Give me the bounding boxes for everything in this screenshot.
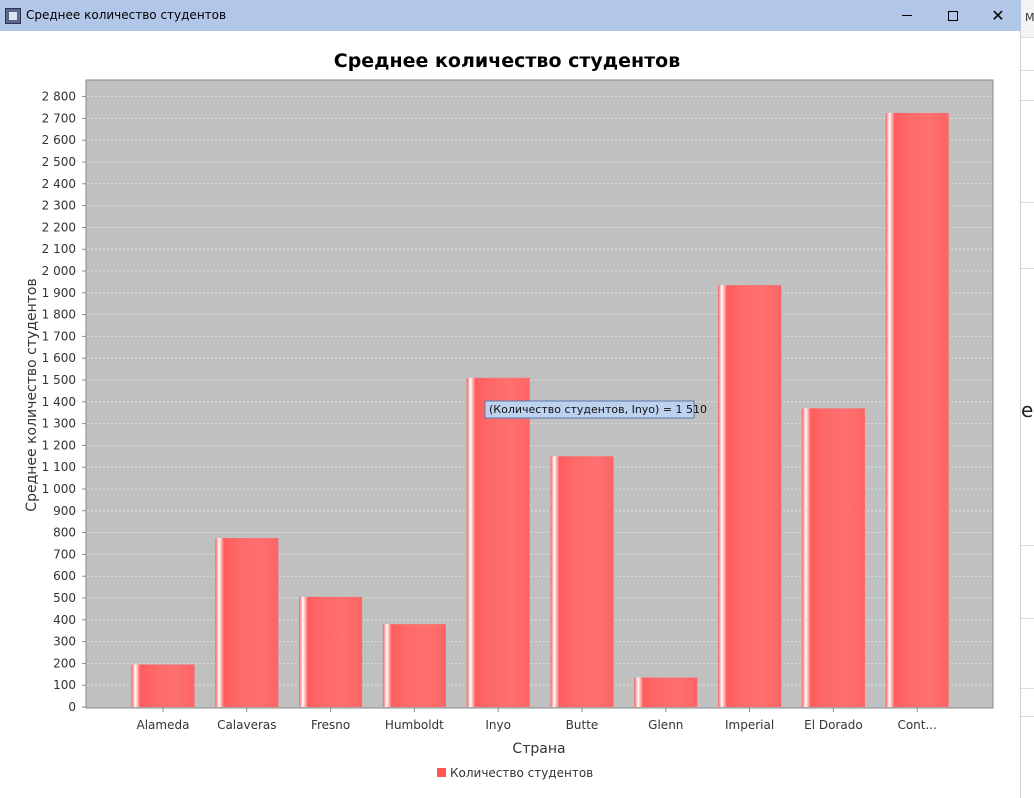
x-tick-label: Cont... (897, 718, 936, 732)
divider (1021, 716, 1034, 717)
x-axis: Alameda Calaveras Fresno Humboldt Inyo Butte G… (137, 708, 937, 732)
x-tick-label: Butte (566, 718, 599, 732)
y-tick-label: 1 500 (42, 373, 76, 387)
y-tick-label: 2 100 (42, 242, 76, 256)
bar-fresno[interactable] (299, 596, 363, 707)
bar-imperial[interactable] (718, 285, 782, 707)
y-tick-label: 800 (53, 526, 76, 540)
divider (1021, 202, 1034, 203)
bar-butte[interactable] (550, 456, 614, 707)
x-tick-label: Calaveras (217, 718, 276, 732)
y-tick-label: 200 (53, 656, 76, 670)
y-tick-label: 2 400 (42, 177, 76, 191)
x-tick-label: Humboldt (385, 718, 444, 732)
y-tick-label: 2 800 (42, 90, 76, 104)
bar-humboldt[interactable] (382, 624, 446, 707)
x-tick-label: Imperial (725, 718, 774, 732)
bar-chart: Среднее количество студентов 0 100 200 300 4… (24, 50, 994, 780)
legend-label: Количество студентов (450, 766, 593, 780)
y-tick-label: 1 200 (42, 438, 76, 452)
y-tick-label: 400 (53, 613, 76, 627)
divider (1021, 545, 1034, 546)
bar-inyo[interactable] (466, 377, 530, 707)
divider (1021, 618, 1034, 619)
divider (1021, 688, 1034, 689)
y-tick-label: 600 (53, 569, 76, 583)
bar-cont[interactable] (885, 112, 949, 707)
background-window-text: e (1021, 398, 1034, 422)
close-icon: ✕ (991, 5, 1005, 25)
y-tick-label: 2 700 (42, 111, 76, 125)
x-tick-label: Fresno (311, 718, 350, 732)
tooltip-text: (Количество студентов, Inyo) = 1 510 (489, 403, 707, 416)
y-tick-label: 2 300 (42, 199, 76, 213)
legend-swatch (437, 768, 446, 777)
y-tick-label: 1 900 (42, 286, 76, 300)
x-tick-label: El Dorado (804, 718, 863, 732)
y-tick-label: 1 100 (42, 460, 76, 474)
y-tick-label: 2 200 (42, 220, 76, 234)
y-tick-label: 900 (53, 504, 76, 518)
background-window-edge: M e (1021, 0, 1034, 798)
y-tick-label: 0 (68, 700, 76, 714)
minimize-icon (902, 15, 912, 16)
grid-lines (87, 96, 992, 686)
minimize-button[interactable] (884, 0, 930, 31)
legend: Количество студентов (437, 766, 593, 780)
y-tick-label: 2 600 (42, 133, 76, 147)
y-tick-label: 100 (53, 678, 76, 692)
divider (1021, 70, 1034, 71)
bar-glenn[interactable] (634, 677, 698, 707)
y-tick-label: 1 000 (42, 482, 76, 496)
y-tick-label: 1 700 (42, 329, 76, 343)
y-tick-label: 500 (53, 591, 76, 605)
bar-calaveras[interactable] (215, 538, 279, 707)
divider (1021, 268, 1034, 269)
y-axis: 0 100 200 300 400 500 600 700 800 900 1 000 1 100 1 … (42, 90, 86, 714)
tooltip: (Количество студентов, Inyo) = 1 510 (484, 400, 707, 419)
x-tick-label: Glenn (648, 718, 683, 732)
x-axis-title: Страна (512, 741, 565, 757)
window-title: Среднее количество студентов (26, 8, 227, 22)
tooltip-box (484, 400, 695, 419)
x-tick-label: Alameda (137, 718, 190, 732)
bar-alameda[interactable] (131, 664, 195, 707)
background-window-tab: M (1021, 0, 1034, 38)
maximize-button[interactable] (930, 0, 976, 31)
java-app-icon (5, 8, 21, 24)
y-tick-label: 1 800 (42, 308, 76, 322)
bars (131, 112, 949, 707)
y-tick-label: 700 (53, 547, 76, 561)
title-bar[interactable]: Среднее количество студентов ✕ (0, 0, 1021, 31)
bar-el-dorado[interactable] (801, 408, 865, 707)
y-tick-label: 2 000 (42, 264, 76, 278)
chart-title: Среднее количество студентов (334, 50, 680, 72)
close-button[interactable]: ✕ (975, 0, 1021, 31)
maximize-icon (948, 10, 958, 21)
y-axis-title: Среднее количество студентов (24, 278, 40, 511)
divider (1021, 100, 1034, 101)
y-tick-label: 2 500 (42, 155, 76, 169)
x-tick-label: Inyo (485, 718, 511, 732)
y-tick-label: 300 (53, 635, 76, 649)
y-tick-label: 1 300 (42, 417, 76, 431)
y-tick-label: 1 600 (42, 351, 76, 365)
y-tick-label: 1 400 (42, 395, 76, 409)
